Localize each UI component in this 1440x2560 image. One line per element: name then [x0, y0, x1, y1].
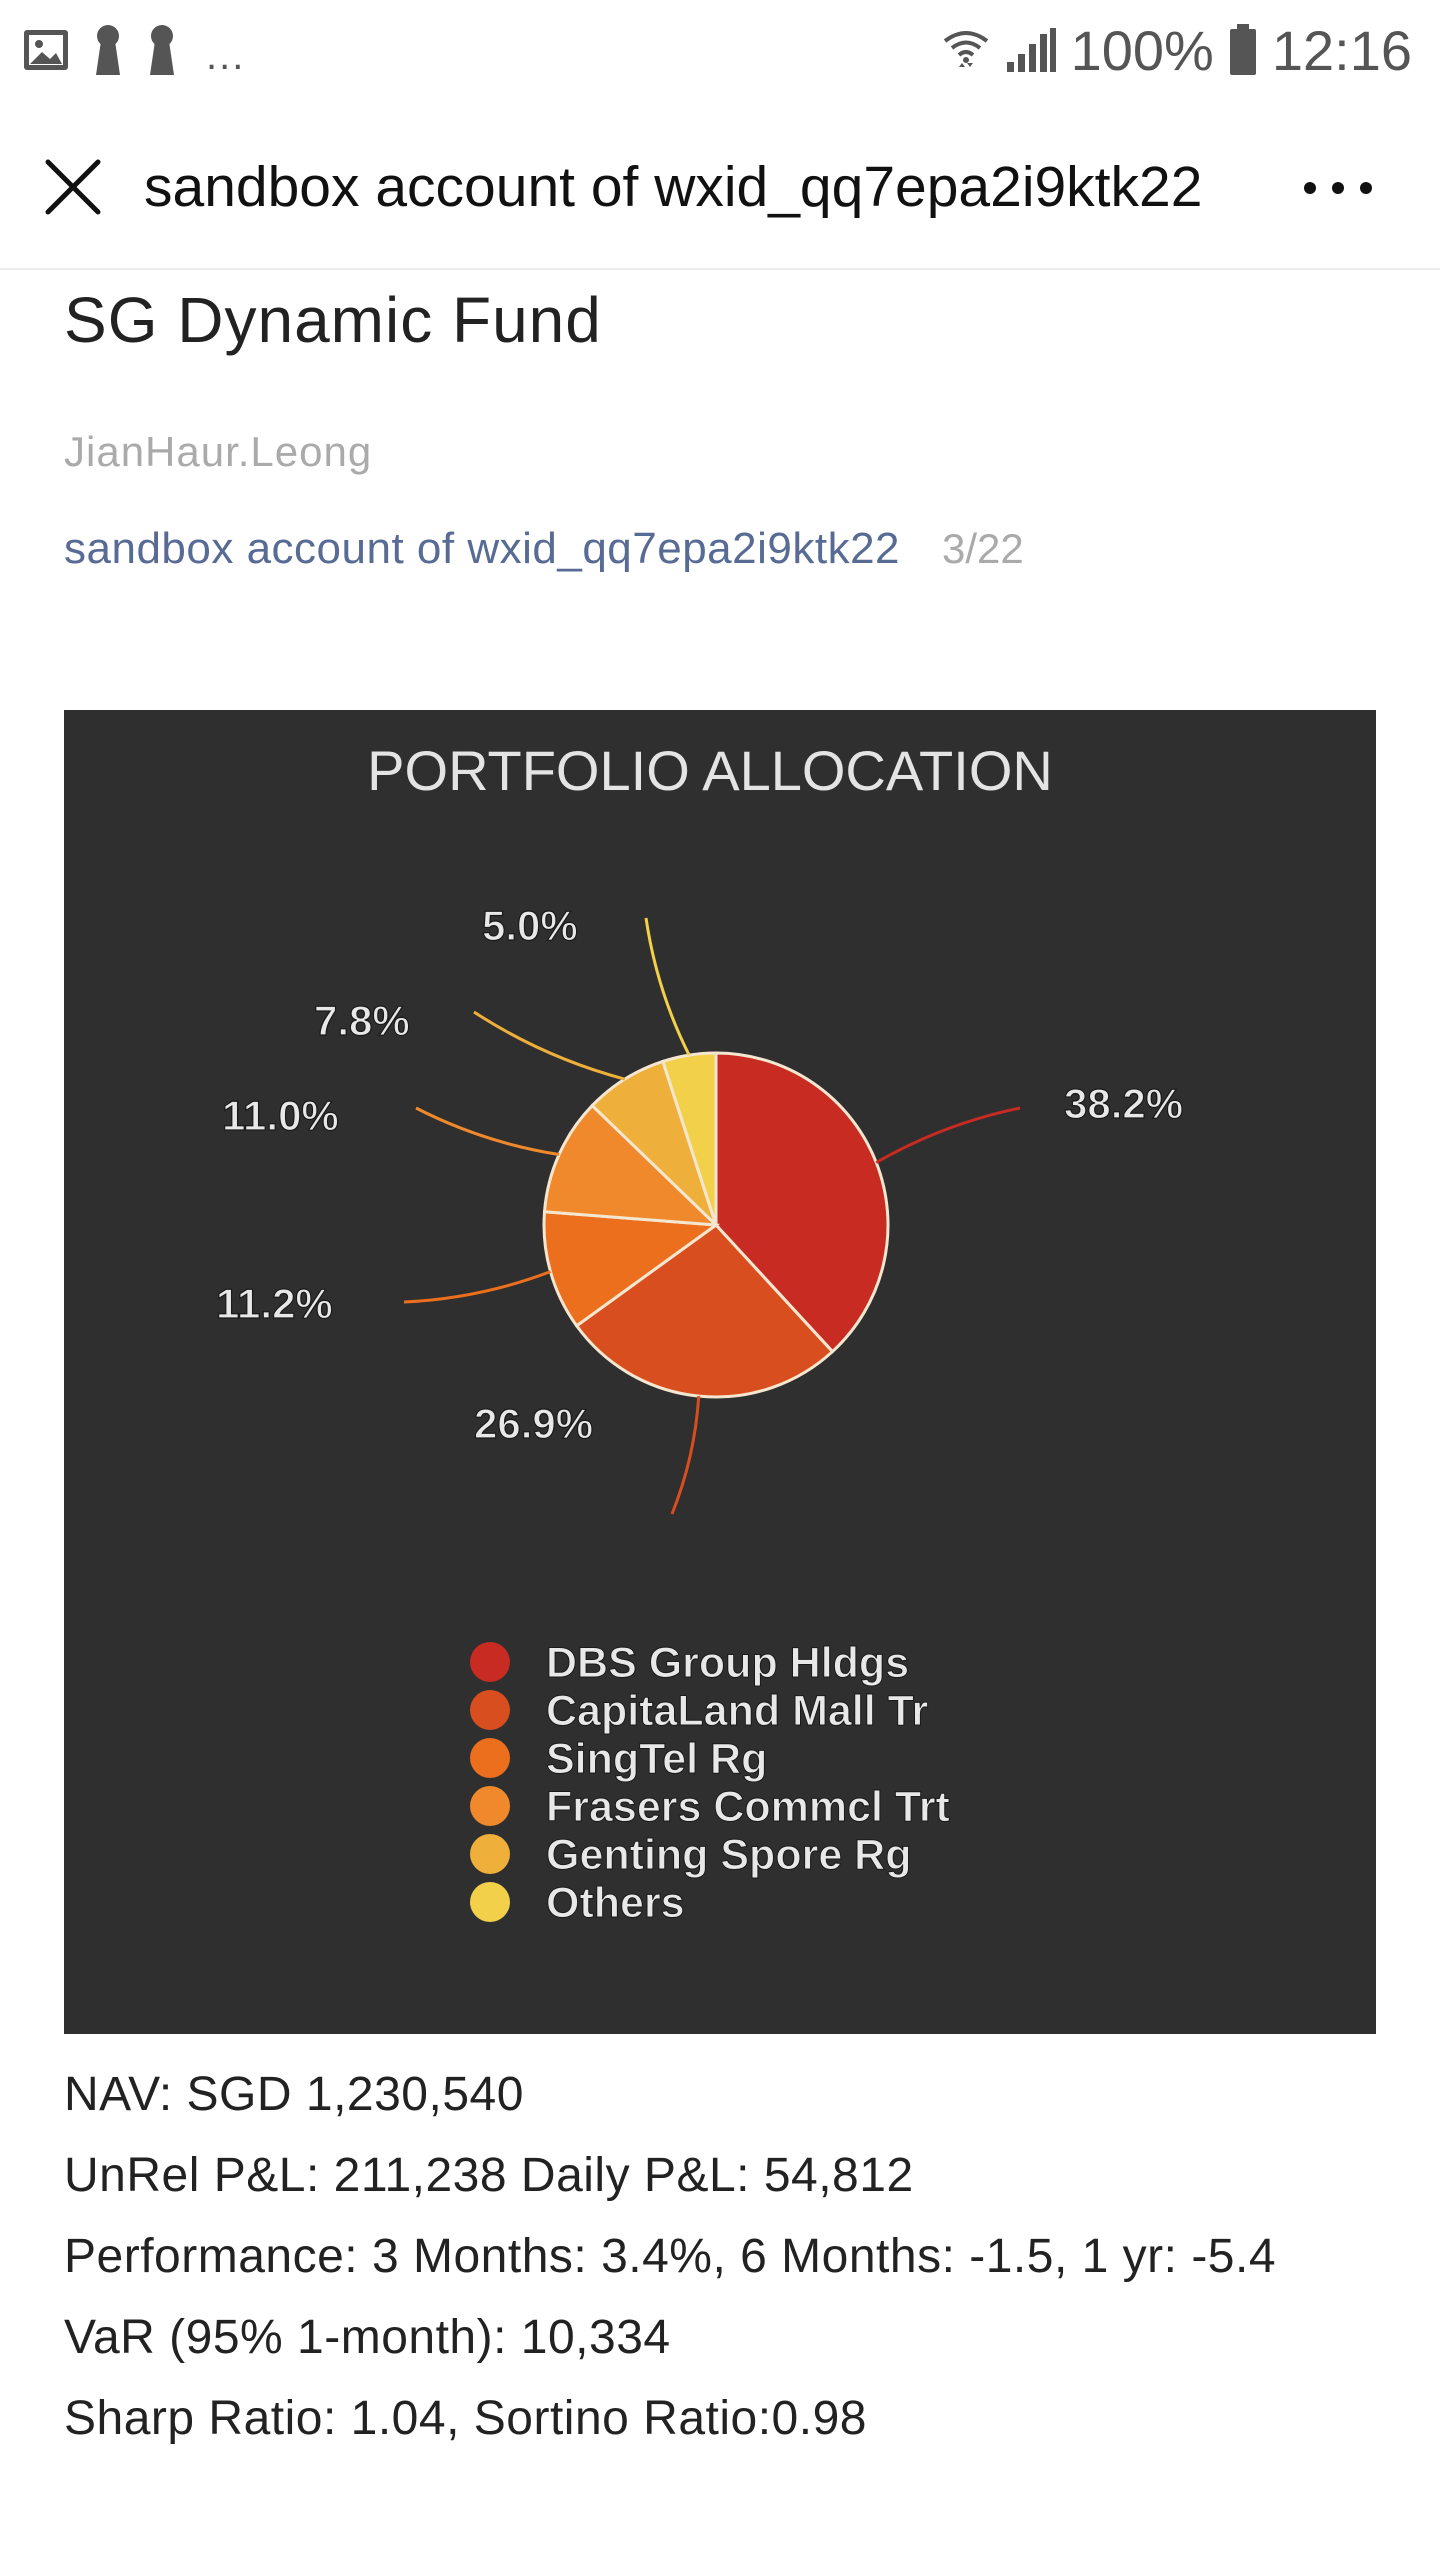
- leader-line-3: [403, 1270, 551, 1304]
- legend-label-3: SingTel Rg: [546, 1735, 767, 1783]
- leader-line-4: [415, 1106, 560, 1157]
- pie-slice-1: [714, 1051, 890, 1354]
- pie-leader-lines: [403, 917, 1021, 1515]
- legend-swatch-3: [470, 1738, 510, 1778]
- account-link[interactable]: sandbox account of wxid_qq7epa2i9ktk22: [64, 524, 901, 573]
- clock: 12:16: [1271, 18, 1412, 82]
- legend-swatch-2: [470, 1690, 510, 1730]
- performance-line: Performance: 3 Months: 3.4%, 6 Months: -…: [64, 2230, 1277, 2283]
- ratio-line: Sharp Ratio: 1.04, Sortino Ratio:0.98: [64, 2392, 867, 2445]
- legend-label-4: Frasers Commcl Trt: [546, 1783, 950, 1831]
- pie-slice-4: [542, 1103, 721, 1227]
- pie-chart: PORTFOLIO ALLOCATION 38.2% 26.9% 11.2% 11.0…: [215, 739, 1183, 1928]
- chart-title: PORTFOLIO ALLOCATION: [367, 739, 1053, 802]
- leader-line-1: [875, 1106, 1021, 1164]
- wifi-icon: [943, 31, 988, 67]
- pie-data-labels: 38.2% 26.9% 11.2% 11.0% 7.8% 5.0%: [215, 901, 1183, 1447]
- data-label-5: 7.8%: [314, 997, 410, 1044]
- portfolio-allocation-chart[interactable]: PORTFOLIO ALLOCATION 38.2% 26.9% 11.2% 11.0…: [64, 710, 1376, 2034]
- leader-line-6: [644, 917, 691, 1056]
- legend-swatch-5: [470, 1834, 510, 1874]
- pie-slices: [542, 1051, 890, 1399]
- var-line: VaR (95% 1-month): 10,334: [64, 2311, 671, 2364]
- image-icon: [24, 30, 68, 70]
- legend-swatch-4: [470, 1786, 510, 1826]
- author-name: JianHaur.Leong: [64, 428, 373, 475]
- data-label-2: 26.9%: [474, 1400, 593, 1447]
- more-icon[interactable]: [1300, 170, 1376, 206]
- article-meta: sandbox account of wxid_qq7epa2i9ktk22 3…: [64, 524, 1024, 574]
- publish-date: 3/22: [942, 525, 1024, 572]
- system-status: 100% 12:16: [941, 18, 1412, 82]
- more-notifications: ...: [206, 33, 246, 78]
- leader-line-2: [670, 1396, 701, 1515]
- pie-slice-2: [574, 1223, 835, 1399]
- page-title: sandbox account of wxid_qq7epa2i9ktk22: [144, 155, 1203, 219]
- battery-icon: [1229, 24, 1256, 75]
- pnl-line: UnRel P&L: 211,238 Daily P&L: 54,812: [64, 2149, 914, 2202]
- data-label-4: 11.0%: [222, 1092, 339, 1139]
- legend-label-5: Genting Spore Rg: [546, 1831, 912, 1879]
- fund-stats: NAV: SGD 1,230,540 UnRel P&L: 211,238 Da…: [64, 2054, 1376, 2459]
- legend-label-1: DBS Group Hldgs: [546, 1639, 909, 1687]
- legend-swatch-6: [470, 1882, 510, 1922]
- notification-icons: ...: [22, 18, 245, 82]
- signal-icon: [1006, 28, 1056, 72]
- battery-percent: 100%: [1070, 18, 1214, 82]
- nav-line: NAV: SGD 1,230,540: [64, 2068, 524, 2121]
- data-label-6: 5.0%: [482, 902, 578, 949]
- keyhole-icon: [96, 25, 120, 75]
- legend-label-2: CapitaLand Mall Tr: [546, 1687, 929, 1735]
- data-label-3: 11.2%: [216, 1280, 333, 1327]
- legend-label-6: Others: [546, 1879, 685, 1927]
- close-icon[interactable]: [40, 154, 106, 220]
- pie-slice-6: [661, 1051, 718, 1226]
- keyhole-icon: [150, 25, 174, 75]
- legend-swatch-1: [470, 1642, 510, 1682]
- title-bar: sandbox account of wxid_qq7epa2i9ktk22: [0, 104, 1440, 270]
- leader-line-5: [473, 1010, 626, 1081]
- status-bar: ... 100% 12:16: [0, 0, 1440, 104]
- data-label-1: 38.2%: [1064, 1080, 1183, 1127]
- article-title: SG Dynamic Fund: [64, 284, 602, 356]
